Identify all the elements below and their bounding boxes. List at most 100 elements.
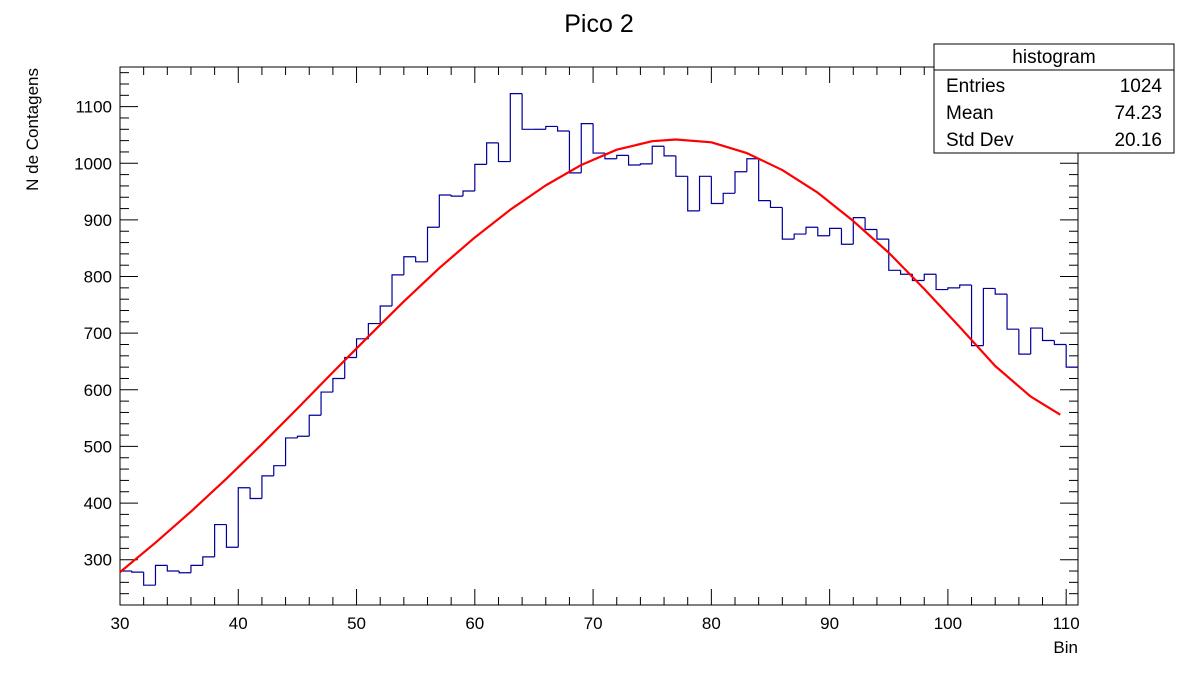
- y-tick-label: 900: [84, 211, 112, 230]
- histogram-bin: [367, 322, 381, 339]
- stats-stddev-label: Std Dev: [946, 130, 1014, 151]
- histogram-bin: [970, 285, 984, 347]
- histogram-bin: [805, 226, 818, 235]
- x-tick-label: 40: [229, 614, 248, 633]
- stats-entries-label: Entries: [946, 76, 1005, 97]
- stats-mean-label: Mean: [946, 103, 994, 124]
- histogram-bin: [545, 125, 558, 130]
- y-tick-label: 500: [84, 437, 112, 456]
- histogram-bin: [202, 556, 215, 566]
- histogram-bin: [651, 145, 665, 164]
- y-tick-label: 800: [84, 268, 112, 287]
- histogram-bin: [214, 523, 227, 557]
- histogram-bin: [154, 564, 168, 586]
- histogram-bin: [497, 142, 511, 163]
- histogram-bin: [438, 194, 452, 228]
- histogram-bin: [355, 338, 369, 358]
- histogram-bin: [935, 274, 948, 291]
- y-tick-label: 600: [84, 381, 112, 400]
- histogram-bin: [284, 437, 298, 466]
- histogram-bin: [1065, 344, 1078, 368]
- histogram-bin: [273, 465, 286, 476]
- x-axis: 30 40 50 60 70 80 90 100 110: [111, 67, 1080, 633]
- histogram-bin: [687, 176, 700, 212]
- plot-area-frame: [119, 66, 1079, 606]
- histogram-bin: [781, 207, 795, 240]
- histogram-bin: [557, 126, 570, 132]
- histogram-bin: [332, 377, 345, 393]
- stats-box-frame: [933, 43, 1175, 154]
- x-tick-label: 30: [111, 614, 130, 633]
- histogram-bin: [580, 123, 594, 173]
- histogram-bin: [143, 572, 156, 586]
- histogram-bin: [793, 233, 806, 240]
- histogram-bin: [675, 155, 688, 177]
- histogram-bin: [344, 356, 357, 379]
- chart-title: Pico 2: [564, 10, 633, 38]
- x-tick-label: 110: [1053, 614, 1080, 633]
- histogram-bin: [829, 227, 842, 236]
- histogram-bin: [379, 305, 393, 324]
- histogram-bin: [663, 146, 676, 157]
- histogram-bin: [237, 487, 251, 548]
- histogram-bin: [1053, 340, 1067, 346]
- x-tick-label: 90: [820, 614, 839, 633]
- histogram-bin: [864, 217, 877, 231]
- histogram-bin: [131, 571, 144, 573]
- y-tick-label: 400: [84, 494, 112, 513]
- histogram-bin: [308, 414, 322, 437]
- histogram-bin: [758, 158, 771, 202]
- x-axis-title: Bin: [1053, 638, 1078, 657]
- histogram-bin: [1006, 294, 1019, 330]
- x-tick-label: 70: [584, 614, 603, 633]
- histogram-bin: [734, 171, 747, 194]
- stats-box: histogram Entries 1024 Mean 74.23 Std De…: [933, 43, 1175, 154]
- histogram-bin: [710, 176, 724, 205]
- fit-curve-series: [119, 138, 1061, 573]
- histogram-bin: [627, 155, 641, 166]
- stats-box-title: histogram: [1012, 47, 1095, 68]
- histogram-bin: [486, 142, 499, 165]
- histogram-bin: [426, 226, 440, 262]
- y-tick-label: 300: [84, 551, 112, 570]
- histogram-bin: [190, 564, 203, 573]
- histogram-bin: [415, 256, 428, 263]
- histogram-bin: [959, 284, 972, 288]
- histogram-bin: [1030, 327, 1043, 355]
- histogram-bin: [474, 163, 487, 192]
- histogram-bin: [982, 287, 996, 346]
- y-axis-title: N de Contagens: [23, 68, 42, 191]
- histogram-bin: [817, 227, 830, 237]
- stats-stddev-value: 20.16: [1114, 130, 1162, 151]
- histogram-bin: [639, 163, 653, 165]
- y-tick-label: 1000: [74, 154, 112, 173]
- plot-frame: [119, 66, 1079, 606]
- histogram-bin: [403, 256, 416, 275]
- y-tick-label: 1100: [75, 98, 112, 117]
- histogram-bin: [994, 288, 1008, 295]
- histogram-bin: [296, 435, 310, 438]
- histogram-bin: [616, 154, 629, 159]
- histogram-bin: [391, 274, 404, 306]
- x-tick-label: 100: [934, 614, 962, 633]
- histogram-bin: [509, 93, 523, 162]
- histogram-bin: [178, 571, 191, 574]
- histogram-bin: [947, 287, 960, 290]
- stats-entries-value: 1024: [1120, 76, 1163, 97]
- histogram-bin: [698, 175, 712, 211]
- histogram-bin: [722, 192, 736, 204]
- histogram-series: [120, 93, 1078, 586]
- histogram-bin: [462, 190, 475, 197]
- histogram-bin: [746, 158, 759, 172]
- histogram-bin: [769, 200, 783, 209]
- histogram-bin: [450, 194, 463, 197]
- histogram-bin: [1018, 329, 1031, 355]
- x-tick-label: 50: [347, 614, 366, 633]
- histogram-bin: [840, 228, 854, 245]
- histogram-bin: [225, 524, 239, 548]
- histogram-bin: [261, 475, 274, 499]
- histogram-bin: [876, 229, 889, 240]
- fit-curve-line: [119, 138, 1061, 573]
- x-tick-label: 80: [702, 614, 721, 633]
